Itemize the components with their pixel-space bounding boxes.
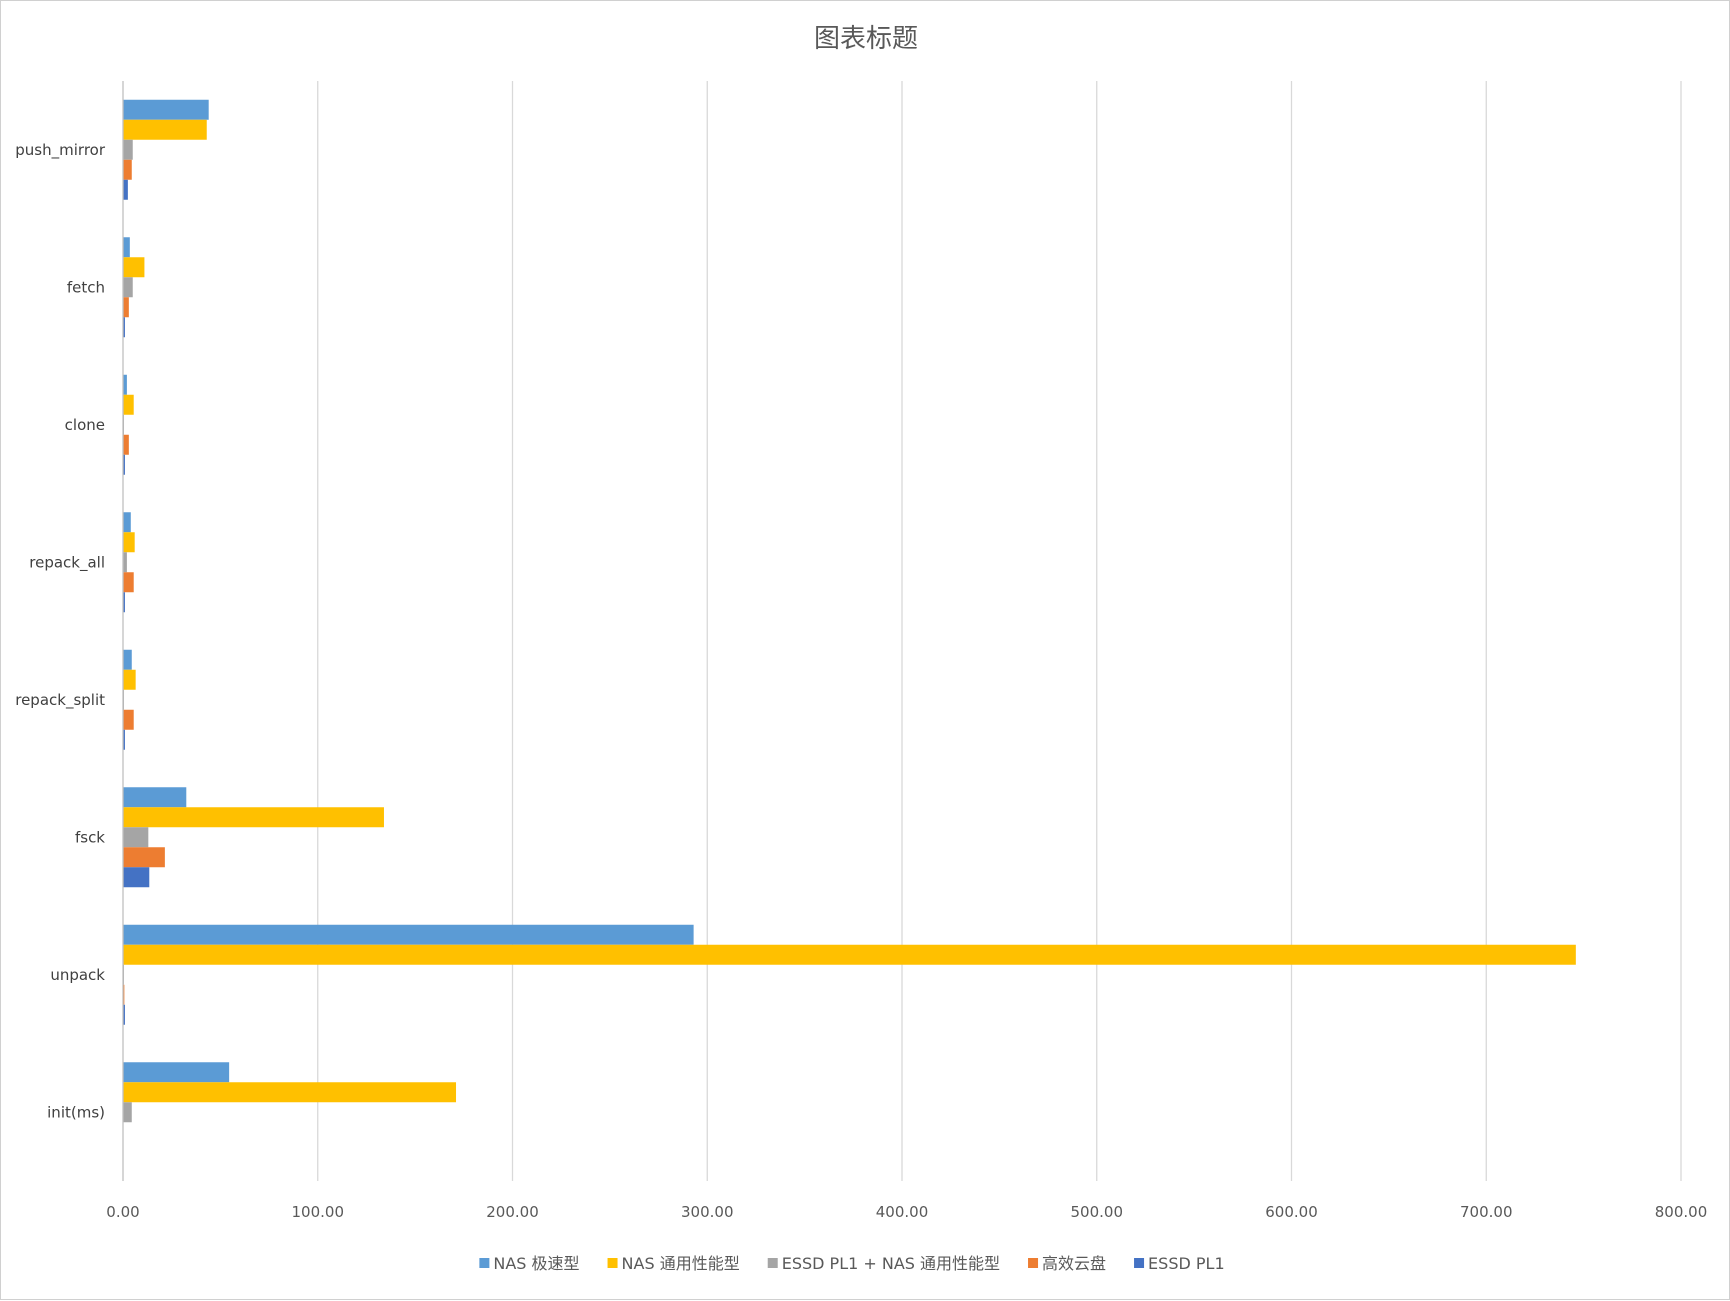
category-label: repack_split xyxy=(15,691,105,710)
bar xyxy=(123,317,125,338)
x-tick-label: 600.00 xyxy=(1265,1203,1318,1221)
bar xyxy=(123,649,132,670)
category-label: init(ms) xyxy=(47,1103,105,1121)
legend-swatch xyxy=(1134,1258,1145,1268)
category-label: fetch xyxy=(67,278,105,296)
axis-labels: 0.00 100.00 200.00 300.00 400.00 500.00 600.00… xyxy=(15,141,1707,1221)
bar xyxy=(123,374,127,395)
bar xyxy=(123,297,129,318)
bar xyxy=(123,572,134,593)
bar xyxy=(123,394,134,415)
legend-swatch xyxy=(767,1258,778,1268)
bar xyxy=(123,924,694,945)
bar xyxy=(123,944,1576,965)
bar xyxy=(123,139,133,160)
legend-label: 高效云盘 xyxy=(1042,1254,1106,1273)
bar xyxy=(123,237,130,258)
x-tick-label: 300.00 xyxy=(681,1203,734,1221)
legend-label: ESSD PL1 + NAS 通用性能型 xyxy=(782,1254,1000,1273)
x-tick-label: 100.00 xyxy=(292,1203,345,1221)
x-tick-label: 400.00 xyxy=(876,1203,929,1221)
bar xyxy=(123,807,384,828)
legend-swatch xyxy=(1028,1258,1039,1268)
bar xyxy=(123,1004,125,1025)
bar xyxy=(123,512,131,533)
bar xyxy=(123,1082,457,1103)
legend-label: NAS 通用性能型 xyxy=(622,1254,740,1273)
legend-swatch xyxy=(479,1258,490,1268)
bar xyxy=(123,454,125,475)
x-tick-label: 500.00 xyxy=(1071,1203,1124,1221)
bar xyxy=(123,592,125,613)
bar xyxy=(123,532,135,553)
bar xyxy=(123,119,207,140)
x-tick-label: 800.00 xyxy=(1655,1203,1708,1221)
bar xyxy=(123,1102,132,1123)
bar xyxy=(123,434,129,455)
category-label: fsck xyxy=(75,828,105,846)
x-tick-label: 700.00 xyxy=(1460,1203,1513,1221)
category-label: push_mirror xyxy=(15,141,106,160)
gridlines xyxy=(317,81,1682,1181)
bar xyxy=(123,867,150,888)
legend-swatch xyxy=(607,1258,618,1268)
category-label: clone xyxy=(65,416,105,434)
bar xyxy=(123,669,136,690)
bar xyxy=(123,787,187,808)
x-tick-label: 0.00 xyxy=(106,1203,139,1221)
bar xyxy=(123,159,132,180)
bar xyxy=(123,709,134,730)
category-label: repack_all xyxy=(29,553,105,572)
bar xyxy=(123,257,145,278)
bar xyxy=(123,984,125,1005)
chart-title: 图表标题 xyxy=(814,24,918,54)
bar xyxy=(123,277,133,298)
legend-label: ESSD PL1 xyxy=(1148,1254,1225,1273)
bar xyxy=(123,1062,230,1083)
x-tick-label: 200.00 xyxy=(486,1203,539,1221)
bar xyxy=(123,847,165,868)
bar xyxy=(123,729,125,750)
legend-label: NAS 极速型 xyxy=(493,1254,579,1273)
bar xyxy=(123,99,209,120)
bar xyxy=(123,552,127,573)
bar xyxy=(123,179,128,200)
legend: NAS 极速型 NAS 通用性能型 ESSD PL1 + NAS 通用性能型 高效云盘… xyxy=(479,1254,1225,1273)
category-label: unpack xyxy=(50,966,105,984)
bars xyxy=(123,99,1576,1123)
bar xyxy=(123,827,149,848)
